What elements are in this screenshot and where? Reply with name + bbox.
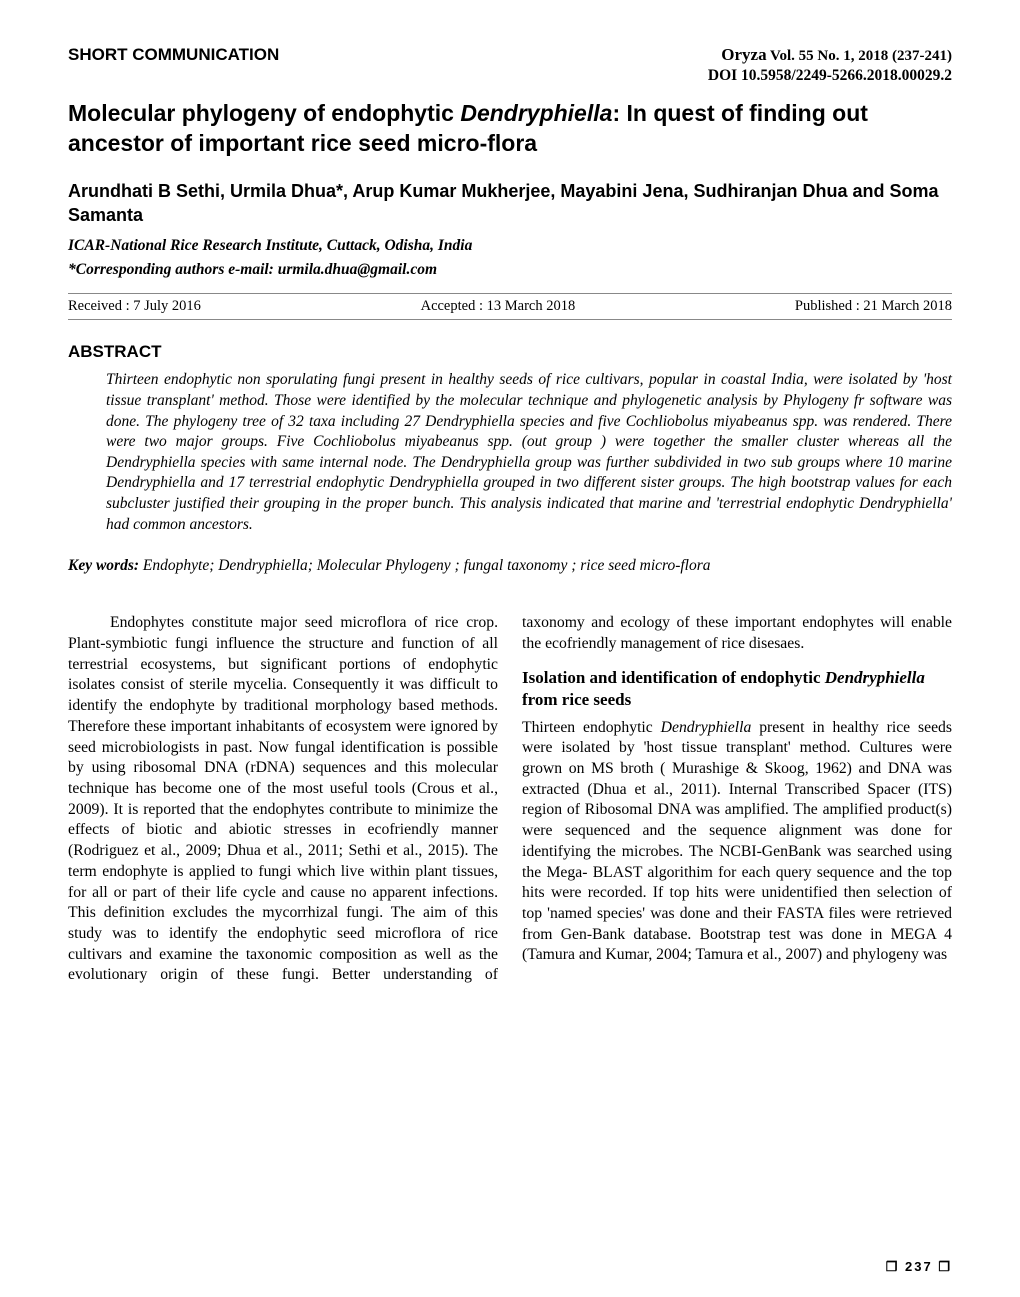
journal-issue: Vol. 55 No. 1, 2018 (237-241)	[767, 48, 952, 64]
subheading-part2: from rice seeds	[522, 690, 631, 709]
page-number-value: 237	[905, 1259, 933, 1274]
abstract-body: Thirteen endophytic non sporulating fung…	[106, 370, 952, 535]
authors: Arundhati B Sethi, Urmila Dhua*, Arup Ku…	[68, 179, 952, 228]
published-date: Published : 21 March 2018	[795, 298, 952, 315]
received-date: Received : 7 July 2016	[68, 298, 201, 315]
keywords: Key words: Endophyte; Dendryphiella; Mol…	[68, 557, 952, 575]
page-number: ❐ 237 ❐	[886, 1259, 952, 1275]
subheading-genus: Dendryphiella	[825, 668, 925, 687]
body-columns: Endophytes constitute major seed microfl…	[68, 613, 952, 986]
title-genus: Dendryphiella	[460, 100, 612, 126]
square-right-icon: ❐	[933, 1259, 952, 1274]
keywords-label: Key words:	[68, 557, 139, 574]
affiliation: ICAR-National Rice Research Institute, C…	[68, 237, 952, 255]
accepted-date: Accepted : 13 March 2018	[421, 298, 576, 315]
keywords-body: Endophyte; Dendryphiella; Molecular Phyl…	[139, 557, 710, 574]
para2-a: Thirteen endophytic	[522, 719, 661, 736]
para2-b: present in healthy rice seeds were isola…	[522, 719, 952, 964]
title-part1: Molecular phylogeny of endophytic	[68, 100, 460, 126]
para2-genus: Dendryphiella	[661, 719, 752, 736]
article-title: Molecular phylogeny of endophytic Dendry…	[68, 99, 952, 159]
abstract-heading: ABSTRACT	[68, 342, 952, 362]
corresponding-author: *Corresponding authors e-mail: urmila.dh…	[68, 261, 952, 279]
short-communication-label: SHORT COMMUNICATION	[68, 45, 279, 65]
isolation-paragraph: Thirteen endophytic Dendryphiella presen…	[522, 718, 952, 967]
section-heading-isolation: Isolation and identification of endophyt…	[522, 667, 952, 712]
subheading-part1: Isolation and identification of endophyt…	[522, 668, 825, 687]
dates-row: Received : 7 July 2016 Accepted : 13 Mar…	[68, 293, 952, 320]
doi: DOI 10.5958/2249-5266.2018.00029.2	[708, 67, 952, 85]
journal-info: Oryza Vol. 55 No. 1, 2018 (237-241) DOI …	[708, 45, 952, 85]
journal-name: Oryza	[721, 45, 766, 64]
square-left-icon: ❐	[886, 1259, 905, 1274]
